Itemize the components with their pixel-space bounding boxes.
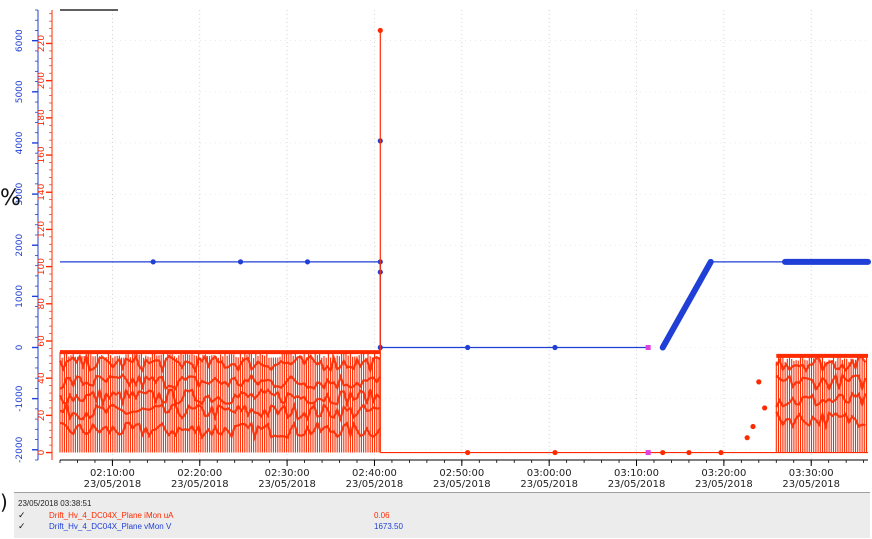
- legend-row-imon[interactable]: ✓ Drift_Hv_4_DC04X_Plane iMon uA 0.06: [14, 510, 870, 521]
- series-layer: [58, 27, 871, 456]
- imon-data-point: [762, 405, 768, 411]
- imon-noise-cluster: [775, 354, 867, 373]
- vmon-data-point: [552, 344, 558, 351]
- blue-y-tick-label: 3000: [15, 182, 25, 205]
- legend-series-name: Drift_Hv_4_DC04X_Plane iMon uA: [49, 511, 174, 520]
- x-tick-label-time: 03:20:00: [701, 468, 746, 479]
- check-icon[interactable]: ✓: [18, 521, 26, 531]
- blue-y-tick-label: 1000: [15, 285, 25, 308]
- imon-data-point: [377, 27, 383, 34]
- x-tick-label-date: 23/05/2018: [346, 479, 404, 490]
- x-tick-label-date: 23/05/2018: [433, 479, 491, 490]
- imon-data-point: [750, 423, 756, 430]
- imon-data-point: [552, 449, 558, 456]
- blue-y-tick-label: 4000: [15, 131, 25, 154]
- imon-data-point: [660, 449, 666, 456]
- x-tick-label-time: 03:10:00: [614, 468, 659, 479]
- gap-marker: [645, 450, 651, 456]
- imon-series: [58, 27, 868, 456]
- imon-noise-cluster: [58, 351, 381, 375]
- x-tick-label-date: 23/05/2018: [608, 479, 666, 490]
- red-y-tick-label: 140: [37, 183, 47, 200]
- x-tick-label-date: 23/05/2018: [84, 479, 142, 490]
- red-y-tick-label: 80: [37, 298, 47, 310]
- legend-series-value: 1673.50: [374, 522, 403, 531]
- blue-y-tick-label: -2000: [15, 436, 25, 462]
- blue-y-tick-label: 5000: [15, 80, 25, 103]
- imon-noise-cluster: [59, 419, 382, 442]
- red-y-tick-label: 200: [37, 72, 47, 89]
- x-tick-label-time: 02:10:00: [90, 468, 135, 479]
- red-y-tick-label: 160: [37, 146, 47, 163]
- axes: -2000 -1000 0 1000 2000 3000 4000 5000 6000 0 20 40…: [15, 9, 868, 466]
- x-tick-label-time: 02:20:00: [177, 468, 222, 479]
- legend-series-value: 0.06: [374, 511, 390, 520]
- red-y-tick-label: 20: [37, 409, 47, 421]
- x-tick-label-time: 03:00:00: [527, 468, 572, 479]
- blue-y-tick-label: 2000: [15, 234, 25, 257]
- x-tick-label-date: 23/05/2018: [258, 479, 316, 490]
- legend-timestamp: 23/05/2018 03:38:51: [18, 499, 92, 508]
- imon-data-point: [718, 449, 724, 456]
- blue-y-tick-label: 6000: [15, 29, 25, 52]
- imon-data-point: [756, 379, 762, 385]
- red-y-tick-label: 220: [37, 35, 47, 52]
- grid-lines: [60, 10, 868, 460]
- vmon-data-point: [465, 344, 471, 351]
- vmon-data-point: [660, 344, 666, 351]
- imon-noise-cluster: [775, 410, 866, 431]
- imon-data-point: [686, 449, 692, 456]
- red-y-tick-label: 120: [37, 221, 47, 238]
- vmon-data-point: [304, 259, 311, 265]
- red-y-tick-label: 60: [37, 335, 47, 347]
- blue-y-tick-label: 0: [15, 344, 25, 350]
- x-tick-label-date: 23/05/2018: [520, 479, 578, 490]
- vmon-data-point: [150, 259, 156, 265]
- blue-y-tick-label: -1000: [15, 385, 25, 411]
- legend-row-vmon[interactable]: ✓ Drift_Hv_4_DC04X_Plane vMon V 1673.50: [14, 521, 870, 532]
- check-icon[interactable]: ✓: [18, 510, 26, 520]
- red-y-tick-label: 40: [37, 372, 47, 384]
- x-axis-ticks: 02:10:0023/05/201802:20:0023/05/201802:3…: [84, 468, 840, 490]
- imon-data-point: [465, 449, 471, 456]
- imon-noise-cluster: [59, 400, 381, 423]
- x-tick-label-time: 03:30:00: [789, 468, 834, 479]
- imon-noise-cluster: [775, 372, 867, 393]
- left-edge-percent-glyph: %: [0, 186, 21, 211]
- x-tick-label-date: 23/05/2018: [171, 479, 229, 490]
- red-y-tick-label: 180: [37, 109, 47, 126]
- imon-noise-cluster: [58, 386, 381, 408]
- x-tick-label-date: 23/05/2018: [782, 479, 840, 490]
- red-y-tick-label: 0: [37, 449, 47, 455]
- left-edge-paren-glyph: ): [0, 490, 8, 514]
- x-tick-label-time: 02:40:00: [352, 468, 397, 479]
- gap-marker: [645, 345, 651, 350]
- red-y-tick-label: 100: [37, 258, 47, 275]
- legend-panel: 23/05/2018 03:38:51 ✓ Drift_Hv_4_DC04X_P…: [14, 492, 870, 538]
- x-tick-label-time: 02:30:00: [265, 468, 310, 479]
- x-tick-label-date: 23/05/2018: [695, 479, 753, 490]
- imon-data-point: [744, 435, 750, 441]
- chart: -2000 -1000 0 1000 2000 3000 4000 5000 6000 0 20 40…: [15, 9, 871, 490]
- vmon-line-segment: [659, 258, 714, 351]
- x-tick-label-time: 02:50:00: [439, 468, 484, 479]
- imon-noise-cluster: [59, 373, 382, 391]
- vmon-data-point: [237, 259, 244, 265]
- imon-noise-cluster: [775, 391, 867, 409]
- legend-series-name: Drift_Hv_4_DC04X_Plane vMon V: [49, 522, 172, 531]
